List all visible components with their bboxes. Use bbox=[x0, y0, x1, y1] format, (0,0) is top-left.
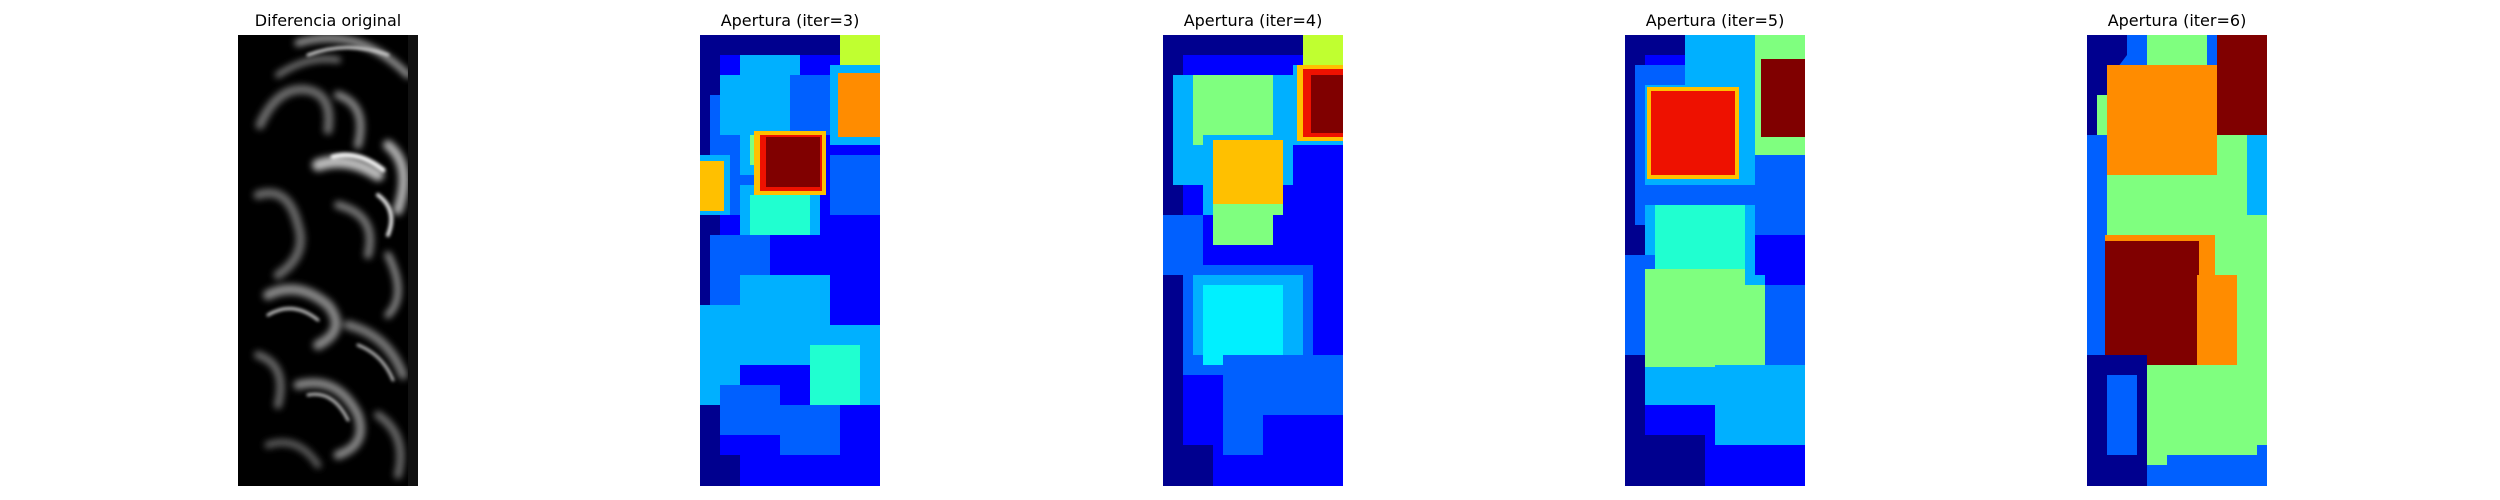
panel-title: Apertura (iter=4) bbox=[1183, 11, 1323, 30]
panel-apertura-iter-3: Apertura (iter=3) bbox=[700, 0, 880, 500]
grayscale-difference-image bbox=[238, 35, 418, 486]
panel-apertura-iter-6: Apertura (iter=6) bbox=[2087, 0, 2267, 500]
panel-original-difference: Diferencia original bbox=[238, 0, 418, 500]
panel-title: Apertura (iter=3) bbox=[720, 11, 860, 30]
panel-title: Apertura (iter=6) bbox=[2107, 11, 2247, 30]
jet-colormap-image bbox=[2087, 35, 2267, 486]
panel-apertura-iter-5: Apertura (iter=5) bbox=[1625, 0, 1805, 500]
jet-colormap-image bbox=[1163, 35, 1343, 486]
panel-title: Apertura (iter=5) bbox=[1645, 11, 1785, 30]
jet-colormap-image bbox=[700, 35, 880, 486]
jet-colormap-image bbox=[1625, 35, 1805, 486]
panel-title: Diferencia original bbox=[254, 11, 402, 30]
panel-apertura-iter-4: Apertura (iter=4) bbox=[1163, 0, 1343, 500]
